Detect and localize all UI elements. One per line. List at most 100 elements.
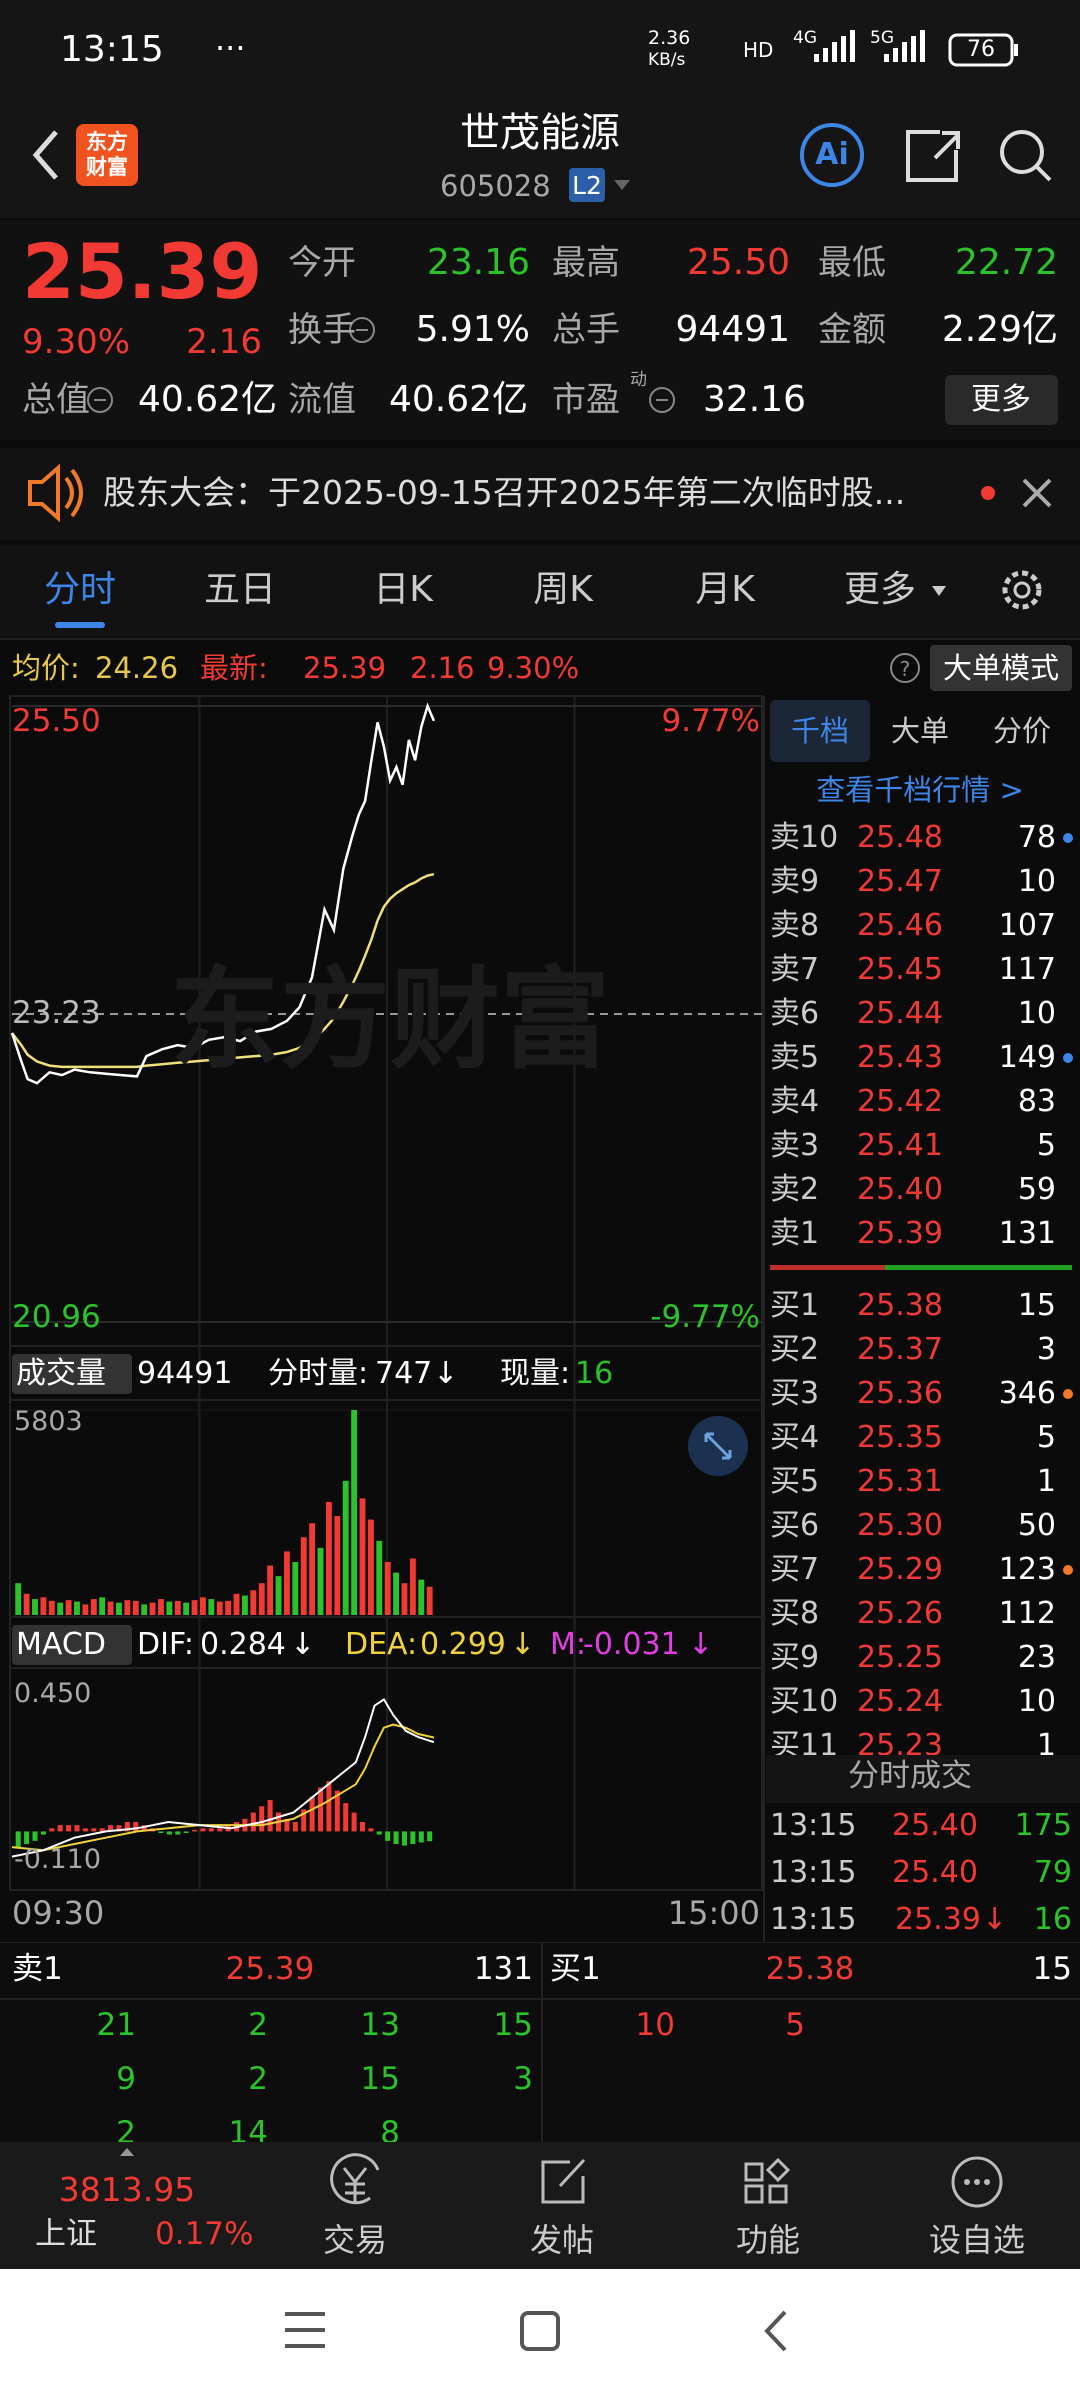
- price-axis-label: 25.50: [12, 703, 101, 740]
- ai-circle: [800, 123, 864, 187]
- book-volume: 3: [1036, 1332, 1056, 1367]
- volume-selector[interactable]: [12, 1354, 132, 1394]
- info-icon: [87, 387, 113, 413]
- tab[interactable]: 月K: [695, 569, 755, 611]
- nav-item[interactable]: 发帖: [529, 2220, 594, 2259]
- tab[interactable]: 周K: [533, 569, 593, 611]
- book-tab[interactable]: 分价: [992, 713, 1051, 748]
- book-tab-active[interactable]: [770, 700, 870, 762]
- volume-bar: [99, 1597, 106, 1615]
- post-icon: [541, 2158, 586, 2204]
- index-change[interactable]: 0.17%: [155, 2216, 254, 2253]
- book-price: 25.44: [857, 996, 943, 1031]
- field-label: 市盈: [552, 379, 620, 420]
- book-dot: [1063, 1053, 1073, 1063]
- dea-value: 0.299: [420, 1627, 506, 1662]
- trade-time: 13:15: [770, 1855, 857, 1890]
- notice-text[interactable]: 股东大会：于2025-09-15召开2025年第二次临时股...: [103, 473, 906, 513]
- tab[interactable]: 更多: [843, 569, 916, 611]
- field-label: 总值: [22, 379, 90, 420]
- field-value: 5.91%: [415, 309, 530, 351]
- nav-item[interactable]: 设自选: [928, 2220, 1025, 2259]
- volume-bar: [124, 1600, 131, 1615]
- volume-bar: [132, 1600, 139, 1615]
- macd-bar: [108, 1825, 114, 1832]
- macd-bar: [401, 1831, 408, 1846]
- trades-header[interactable]: [766, 1755, 1080, 1803]
- dea-arrow: ↓: [510, 1627, 536, 1662]
- field-value: 25.50: [686, 242, 790, 284]
- macd-selector[interactable]: [12, 1625, 132, 1665]
- volume-bar: [40, 1597, 47, 1615]
- book-price: 25.30: [857, 1508, 943, 1543]
- book-label: 买1: [770, 1288, 820, 1323]
- tab[interactable]: 分时: [43, 569, 116, 611]
- book-price: 25.31: [857, 1464, 943, 1499]
- price-axis-label: 20.96: [12, 1299, 101, 1336]
- tab[interactable]: 日K: [373, 569, 433, 611]
- index-name[interactable]: 上证: [35, 2216, 97, 2253]
- trade-time: 13:15: [770, 1902, 857, 1937]
- index-value[interactable]: 3813.95: [58, 2170, 196, 2210]
- volume-bar: [23, 1593, 30, 1615]
- strip-cell: 9: [116, 2061, 136, 2098]
- nav-item[interactable]: 交易: [322, 2220, 387, 2259]
- trade-price: 25.40: [892, 1855, 978, 1890]
- tab[interactable]: 五日: [203, 569, 276, 611]
- m-arrow: ↓: [688, 1627, 714, 1662]
- trades-title[interactable]: 分时成交: [848, 1758, 972, 1795]
- change: 2.16: [186, 321, 262, 362]
- strip-bg: [0, 1943, 1080, 2143]
- book-label: 卖5: [770, 1040, 820, 1075]
- info-icon: [349, 317, 375, 343]
- more-label[interactable]: 更多: [971, 382, 1031, 417]
- field-value: 40.62亿: [388, 379, 528, 421]
- trade-arrow: ↓: [982, 1902, 1008, 1937]
- help-icon: [890, 653, 920, 683]
- signal-bar: [841, 36, 846, 62]
- book-label: 卖10: [770, 820, 839, 855]
- strip-volume: 131: [473, 1951, 533, 1988]
- macd-label[interactable]: MACD: [16, 1627, 106, 1662]
- signal-bar: [920, 30, 925, 62]
- volume-bar: [216, 1601, 223, 1615]
- book-volume: 149: [998, 1040, 1056, 1075]
- ai-button[interactable]: Ai: [815, 137, 849, 172]
- macd-bar: [192, 1829, 198, 1832]
- dif-value: 0.284: [200, 1627, 286, 1662]
- book-dot: [1063, 833, 1073, 843]
- fav-dot: [984, 2179, 990, 2185]
- book-price: 25.45: [857, 952, 943, 987]
- book-tab[interactable]: 大单: [890, 713, 949, 748]
- time-label: 09:30: [12, 1893, 105, 1932]
- nav-item[interactable]: 功能: [735, 2220, 800, 2259]
- level-box: [569, 168, 605, 202]
- volume-label[interactable]: 成交量: [16, 1356, 106, 1391]
- more-button[interactable]: [945, 375, 1058, 425]
- book-price: 25.25: [857, 1640, 943, 1675]
- macd-tick-label: 0.450: [14, 1677, 92, 1709]
- mode-button[interactable]: [930, 645, 1072, 691]
- notice-dot: [981, 486, 995, 500]
- last-label: 最新:: [200, 650, 268, 685]
- expand-icon: [704, 1432, 732, 1460]
- volume-bar: [141, 1604, 148, 1615]
- macd-bar: [301, 1809, 307, 1832]
- watermark: 东方财富: [170, 956, 610, 1084]
- book-price: 25.36: [857, 1376, 943, 1411]
- volume-bar: [376, 1540, 383, 1615]
- macd-bar: [200, 1828, 206, 1832]
- book-tab[interactable]: 千档: [790, 713, 849, 748]
- field-label: 今开: [288, 242, 356, 283]
- field-value: 94491: [675, 309, 790, 351]
- macd-bar: [217, 1828, 223, 1832]
- book-label: 卖9: [770, 864, 820, 899]
- book-price: 25.41: [857, 1128, 943, 1163]
- field-value: 23.16: [426, 242, 530, 284]
- volume-bar: [334, 1516, 341, 1615]
- book-bar-bid: [885, 1265, 1072, 1270]
- macd-bar: [183, 1831, 189, 1833]
- book-link[interactable]: 查看千档行情 >: [816, 772, 1024, 807]
- volume-bar: [325, 1501, 332, 1615]
- mode-label[interactable]: 大单模式: [942, 650, 1059, 685]
